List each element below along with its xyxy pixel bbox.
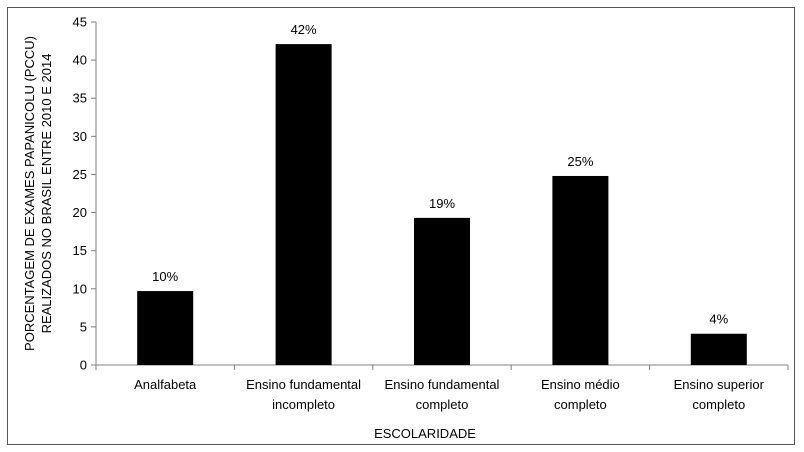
y-tick-label: 25 xyxy=(73,167,87,182)
y-tick-label: 10 xyxy=(73,281,87,296)
data-label: 42% xyxy=(291,22,317,37)
y-tick-label: 20 xyxy=(73,205,87,220)
x-axis xyxy=(95,364,789,370)
x-tick-label: completo xyxy=(692,397,745,412)
y-tick-label: 45 xyxy=(73,15,87,30)
y-tick-label: 40 xyxy=(73,53,87,68)
bars xyxy=(137,44,747,366)
bar xyxy=(275,44,332,366)
x-tick-label: Ensino fundamental xyxy=(385,377,500,392)
bar xyxy=(690,333,747,365)
bar xyxy=(414,217,470,365)
y-tick-label: 35 xyxy=(73,91,87,106)
x-tick-labels: Analfabeta Ensino fundamental incompleto En… xyxy=(134,377,765,412)
data-label: 10% xyxy=(152,269,178,284)
x-tick-label: completo xyxy=(416,397,469,412)
x-tick-label: Ensino fundamental xyxy=(246,377,361,392)
data-label: 19% xyxy=(429,196,455,211)
data-labels: 10% 42% 19% 25% 4% xyxy=(152,22,728,327)
x-tick-label: incompleto xyxy=(272,397,335,412)
bar xyxy=(552,175,609,365)
bar xyxy=(137,291,194,365)
chart-frame: 0 5 10 15 20 25 30 35 40 45 10% 42% 19% 25% 4% Analfa… xyxy=(7,7,795,445)
x-tick-label: completo xyxy=(554,397,607,412)
x-tick-label: Ensino superior xyxy=(674,377,765,392)
y-tick-label: 15 xyxy=(73,243,87,258)
y-tick-label: 0 xyxy=(80,358,87,373)
x-tick-label: Analfabeta xyxy=(134,377,197,392)
y-tick-label: 30 xyxy=(73,129,87,144)
data-label: 4% xyxy=(709,312,728,327)
y-axis-title: PORCENTAGEM DE EXAMES PAPANICOLU (PCCU) R… xyxy=(22,36,54,351)
x-axis-title: ESCOLARIDADE xyxy=(374,426,476,441)
y-tick-label: 5 xyxy=(80,319,87,334)
y-axis-title-line: PORCENTAGEM DE EXAMES PAPANICOLU (PCCU) xyxy=(22,36,37,351)
y-axis: 0 5 10 15 20 25 30 35 40 45 xyxy=(73,15,97,373)
x-tick-label: Ensino médio xyxy=(541,377,620,392)
y-axis-title-line: REALIZADOS NO BRASIL ENTRE 2010 E 2014 xyxy=(39,54,54,334)
data-label: 25% xyxy=(567,154,593,169)
bar-chart: 0 5 10 15 20 25 30 35 40 45 10% 42% 19% 25% 4% Analfa… xyxy=(22,15,789,441)
